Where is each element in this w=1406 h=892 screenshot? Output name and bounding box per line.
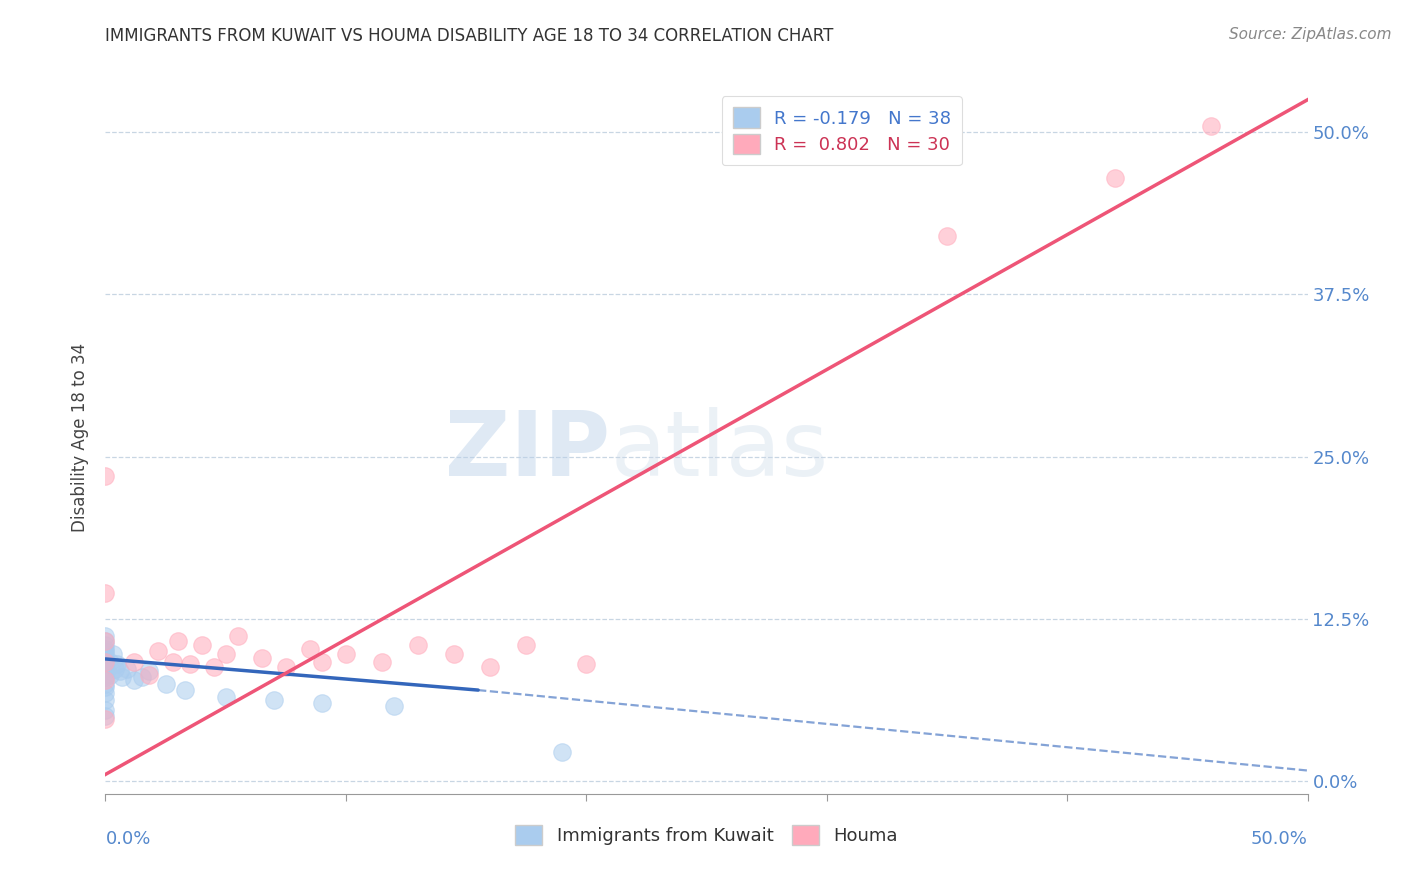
Point <box>131 670 153 684</box>
Text: 50.0%: 50.0% <box>1251 830 1308 848</box>
Point <box>98 667 121 681</box>
Point <box>94 586 117 600</box>
Point <box>179 657 201 672</box>
Point <box>94 633 117 648</box>
Point <box>371 655 394 669</box>
Point <box>298 641 321 656</box>
Point <box>94 686 117 700</box>
Point <box>479 659 502 673</box>
Point <box>173 683 195 698</box>
Point <box>94 712 117 726</box>
Point <box>94 709 117 723</box>
Point <box>406 638 429 652</box>
Point <box>94 702 117 716</box>
Point <box>98 655 121 669</box>
Point <box>202 659 225 673</box>
Point <box>382 698 405 713</box>
Point <box>155 676 177 690</box>
Point <box>263 693 285 707</box>
Point <box>575 657 598 672</box>
Point <box>94 638 117 652</box>
Text: IMMIGRANTS FROM KUWAIT VS HOUMA DISABILITY AGE 18 TO 34 CORRELATION CHART: IMMIGRANTS FROM KUWAIT VS HOUMA DISABILI… <box>105 27 834 45</box>
Point <box>250 650 273 665</box>
Point <box>214 647 236 661</box>
Point <box>94 647 117 661</box>
Point <box>94 673 117 687</box>
Point <box>162 655 184 669</box>
Point <box>124 673 146 687</box>
Point <box>94 655 117 669</box>
Text: 0.0%: 0.0% <box>105 830 150 848</box>
Point <box>108 664 131 678</box>
Point <box>94 641 117 656</box>
Point <box>936 229 959 244</box>
Point <box>107 657 129 672</box>
Point <box>94 662 117 676</box>
Point <box>104 662 127 676</box>
Point <box>138 667 160 681</box>
Point <box>274 659 297 673</box>
Point <box>94 650 117 665</box>
Point <box>148 644 170 658</box>
Point <box>94 659 117 673</box>
Point <box>443 647 465 661</box>
Point <box>94 693 117 707</box>
Point <box>226 629 249 643</box>
Point <box>94 644 117 658</box>
Point <box>94 629 117 643</box>
Point <box>115 662 138 676</box>
Point <box>94 670 117 684</box>
Text: Source: ZipAtlas.com: Source: ZipAtlas.com <box>1229 27 1392 42</box>
Text: atlas: atlas <box>610 408 828 495</box>
Legend: Immigrants from Kuwait, Houma: Immigrants from Kuwait, Houma <box>508 817 905 853</box>
Point <box>94 667 117 681</box>
Point <box>138 664 160 678</box>
Point <box>94 657 117 672</box>
Text: ZIP: ZIP <box>446 408 610 495</box>
Point <box>111 670 134 684</box>
Point <box>1104 170 1126 185</box>
Point <box>190 638 212 652</box>
Point <box>335 647 357 661</box>
Point <box>94 633 117 648</box>
Point <box>124 655 146 669</box>
Point <box>551 745 574 759</box>
Point <box>214 690 236 704</box>
Point <box>94 676 117 690</box>
Point <box>94 469 117 483</box>
Point <box>311 696 333 710</box>
Point <box>94 650 117 665</box>
Point <box>101 647 124 661</box>
Point <box>94 681 117 695</box>
Point <box>94 655 117 669</box>
Y-axis label: Disability Age 18 to 34: Disability Age 18 to 34 <box>72 343 90 532</box>
Point <box>515 638 537 652</box>
Point <box>166 633 188 648</box>
Point <box>311 655 333 669</box>
Point <box>1201 119 1223 133</box>
